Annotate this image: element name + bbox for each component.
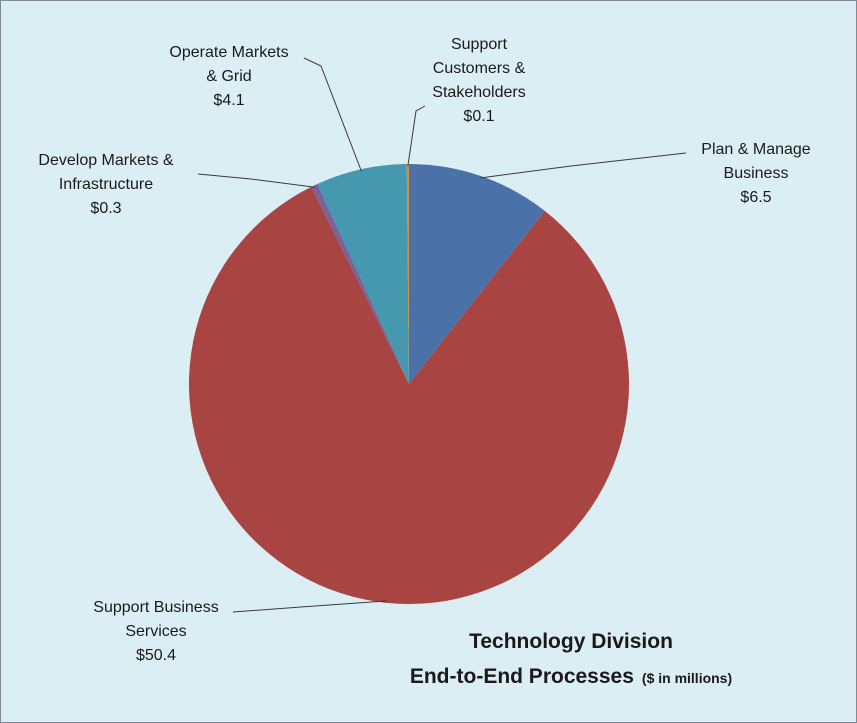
pie-slice-plan — [409, 164, 545, 384]
leader-line-cust — [407, 105, 426, 167]
slice-label-operate-markets: Operate Markets & Grid $4.1 — [169, 44, 289, 109]
pie-slice-dev — [311, 184, 409, 384]
chart-title-line1: Technology Division — [469, 630, 673, 653]
pie-slice-cust — [406, 164, 409, 384]
slice-label-support-business: Support Business Services $50.4 — [93, 599, 219, 664]
pie-slice-sbs — [189, 186, 629, 604]
slice-label-develop-markets: Develop Markets & Infrastructure $0.3 — [38, 152, 174, 217]
chart-unit-note: ($ in millions) — [641, 670, 733, 686]
slice-label-support-customers: Support Customers & Stakeholders $0.1 — [432, 36, 526, 125]
leader-line-plan — [480, 152, 687, 179]
slice-label-plan-manage: Plan & Manage Business $6.5 — [701, 141, 811, 206]
leader-line-ops — [303, 57, 362, 172]
leader-line-sbs — [232, 600, 387, 613]
pie-slice-ops — [317, 164, 409, 384]
chart-title: Technology Division End-to-End Processes… — [361, 625, 781, 697]
chart-subtitle: End-to-End Processes — [409, 665, 634, 688]
leader-line-dev — [197, 173, 316, 188]
